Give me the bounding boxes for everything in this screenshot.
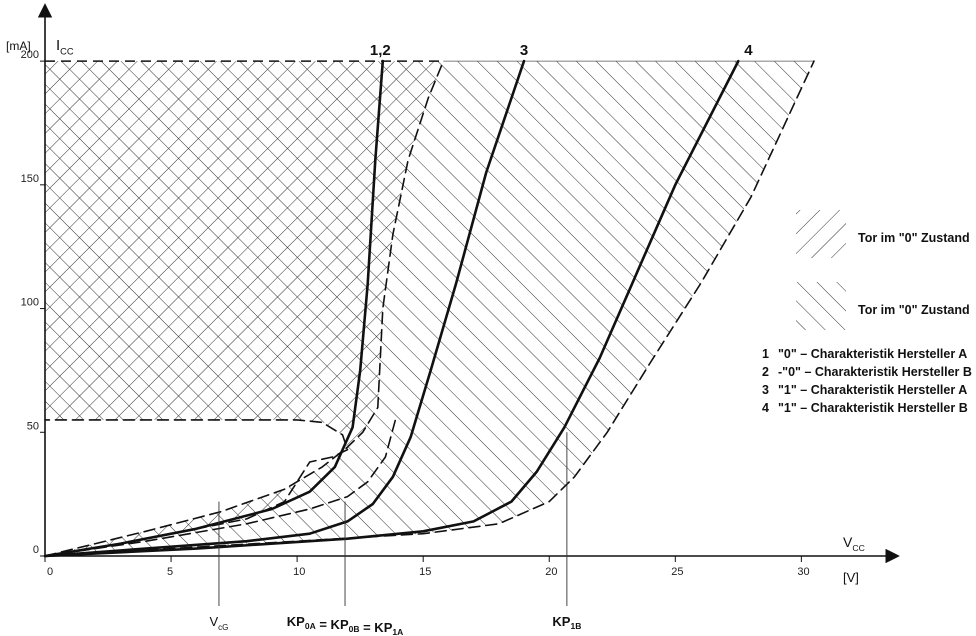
characteristic-curve-3 bbox=[43, 59, 526, 558]
x-tick-label: 30 bbox=[797, 566, 809, 578]
legend-hatch-item: Tor im "0" Zustand bbox=[796, 210, 970, 258]
legend-hatch-label: Tor im "0" Zustand bbox=[858, 303, 970, 317]
y-unit-label: [mA] bbox=[6, 39, 31, 53]
hatch-regions bbox=[45, 60, 814, 556]
legend-hatch-swatch bbox=[796, 210, 846, 258]
legend-item-label: "0" – Charakteristik Hersteller A bbox=[778, 347, 967, 361]
legend-number: 1 bbox=[762, 347, 769, 361]
x-unit-label: [V] bbox=[843, 570, 859, 585]
y-axis-label: ICC bbox=[56, 37, 74, 57]
y-tick-label: 0 bbox=[33, 544, 39, 556]
curve-label: 4 bbox=[744, 42, 753, 59]
legend-number: 2 bbox=[762, 365, 769, 379]
y-tick-label: 200 bbox=[21, 49, 39, 61]
boundary-dashed-curve bbox=[44, 419, 397, 557]
marker-label: KP0A = KP0B = KP1A bbox=[287, 614, 403, 636]
legend-number: 4 bbox=[762, 401, 769, 415]
boundary-dashed-curve bbox=[44, 60, 445, 557]
hatch-forward-region bbox=[45, 61, 814, 556]
y-tick-label: 150 bbox=[21, 173, 39, 185]
x-tick-label: 10 bbox=[293, 566, 305, 578]
curve-label: 3 bbox=[520, 42, 528, 59]
hatch-cross-overlay bbox=[45, 61, 444, 433]
legend: Tor im "0" Zustand Tor im "0" Zustand 1 "0"… bbox=[762, 210, 972, 415]
axes: 0 5 10 15 20 25 30 0 50 100 150 200 bbox=[21, 3, 900, 578]
x-tick-label: 15 bbox=[419, 566, 431, 578]
boundary-dashed-curve bbox=[44, 60, 815, 557]
y-tick-label: 100 bbox=[21, 297, 39, 309]
legend-hatch-item: Tor im "0" Zustand bbox=[796, 282, 970, 330]
labels: [mA] ICC VCC [V] 1,2 3 4 VcG KP0A = KP0B = KP1A K… bbox=[6, 37, 865, 636]
x-tick-label: 20 bbox=[545, 566, 557, 578]
x-tick-label: 5 bbox=[167, 566, 173, 578]
marker-label: VcG bbox=[209, 614, 228, 632]
legend-item-label: "1" – Charakteristik Hersteller B bbox=[778, 401, 968, 415]
series-curves bbox=[43, 59, 815, 558]
legend-number: 3 bbox=[762, 383, 769, 397]
x-tick-label: 0 bbox=[47, 566, 53, 578]
x-axis-label: VCC bbox=[843, 534, 865, 553]
legend-hatch-swatch bbox=[796, 282, 846, 330]
legend-hatch-label: Tor im "0" Zustand bbox=[858, 231, 970, 245]
boundary-dashed-curve bbox=[44, 419, 349, 557]
legend-item-label: -"0" – Charakteristik Hersteller B bbox=[778, 365, 972, 379]
x-tick-label: 25 bbox=[671, 566, 683, 578]
legend-item-label: "1" – Charakteristik Hersteller A bbox=[778, 383, 967, 397]
curve-label: 1,2 bbox=[370, 42, 391, 59]
marker-label: KP1B bbox=[552, 614, 581, 631]
y-tick-label: 50 bbox=[27, 420, 39, 432]
